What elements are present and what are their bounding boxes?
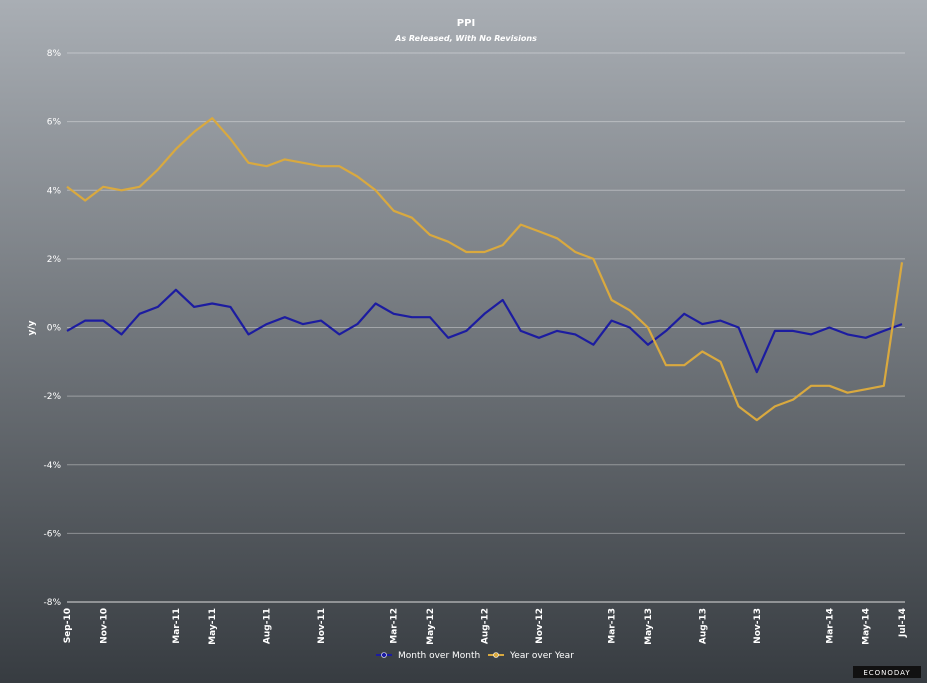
x-tick-label: Aug-12	[481, 608, 491, 644]
logo-box	[853, 666, 921, 678]
y-tick-label: 8%	[47, 49, 62, 59]
x-tick-label: Nov-13	[753, 608, 763, 644]
y-tick-label: 6%	[47, 118, 62, 128]
series-line	[66, 288, 903, 374]
x-tick-label: Nov-12	[535, 608, 545, 644]
x-tick-label: Sep-10	[63, 608, 73, 643]
x-tick-label: Mar-12	[390, 608, 400, 644]
x-tick-label: Aug-11	[263, 608, 273, 644]
legend-marker	[493, 652, 499, 658]
chart-title: PPI	[457, 18, 475, 29]
y-tick-label: -2%	[43, 392, 61, 402]
x-tick-label: Mar-11	[172, 608, 182, 644]
series-line	[66, 117, 904, 422]
x-tick-label: May-12	[426, 608, 436, 645]
x-tick-label: May-14	[862, 608, 872, 645]
x-tick-label: Jul-14	[898, 608, 908, 638]
legend-label: Year over Year	[509, 651, 574, 661]
x-tick-label: May-11	[208, 608, 218, 645]
y-axis-label: y/y	[27, 320, 37, 335]
x-tick-label: Nov-10	[99, 608, 109, 644]
legend-marker	[381, 652, 387, 658]
y-tick-label: -8%	[43, 598, 61, 608]
y-tick-label: -4%	[43, 461, 61, 471]
x-tick-label: Mar-13	[608, 608, 618, 644]
x-tick-label: May-13	[644, 608, 654, 645]
x-tick-label: Aug-13	[698, 608, 708, 644]
y-tick-label: 2%	[47, 255, 62, 265]
y-tick-label: 4%	[47, 186, 62, 196]
legend-label: Month over Month	[398, 651, 480, 661]
x-tick-label: Mar-14	[825, 608, 835, 644]
y-tick-label: -6%	[43, 529, 61, 539]
x-tick-label: Nov-11	[317, 608, 327, 644]
chart-subtitle: As Released, With No Revisions	[394, 34, 537, 43]
y-tick-label: 0%	[47, 324, 62, 334]
logo: ECONODAY	[863, 669, 910, 677]
